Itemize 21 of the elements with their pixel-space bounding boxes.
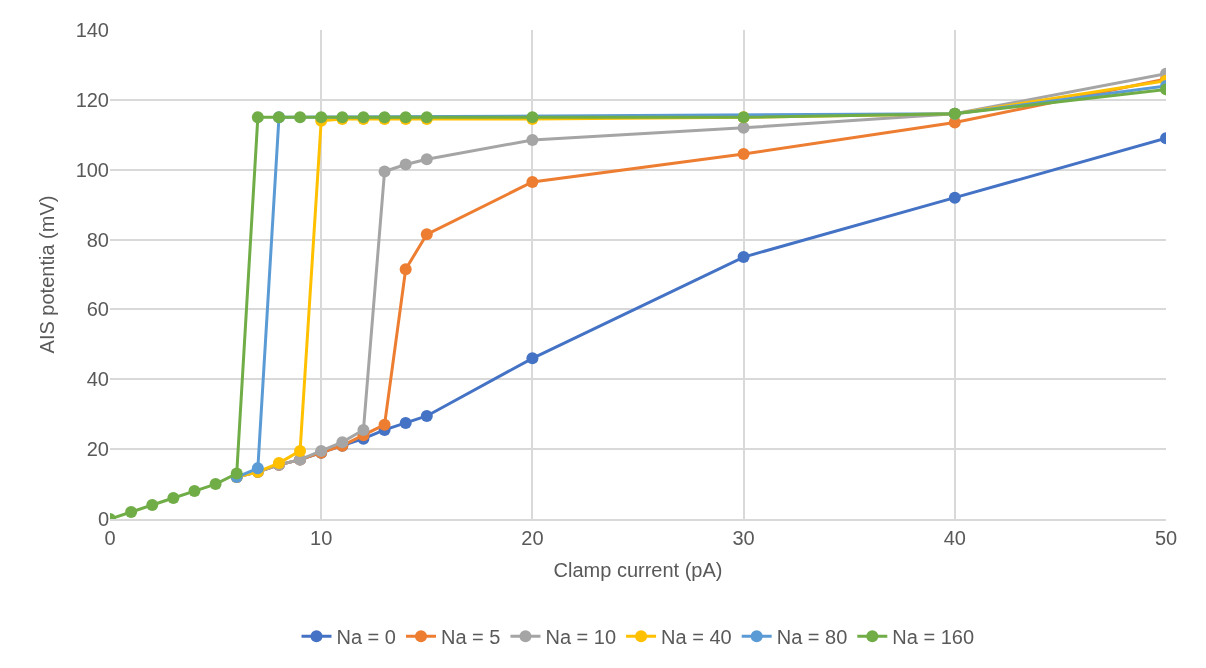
x-tick-label: 40: [943, 527, 966, 549]
y-tick-label: 80: [86, 228, 109, 251]
x-tick-label: 10: [310, 527, 333, 549]
x-tick-label: 20: [521, 527, 544, 549]
y-tick-label: 140: [75, 19, 109, 41]
y-tick-label: 60: [86, 298, 109, 321]
y-tick-label: 120: [75, 88, 109, 111]
legend-label: Na = 5: [440, 626, 501, 649]
y-tick-label: 0: [97, 508, 109, 530]
legend-label: Na = 160: [892, 626, 975, 649]
y-tick-label: 40: [86, 368, 109, 391]
legend-label: Na = 40: [661, 626, 732, 649]
legend-label: Na = 10: [545, 626, 617, 649]
legend-label: Na = 0: [336, 626, 396, 649]
y-tick-label: 100: [75, 158, 109, 181]
y-tick-label: 20: [86, 438, 109, 461]
x-tick-label: 50: [1154, 527, 1178, 549]
x-tick-label: 30: [732, 527, 755, 549]
legend-label: Na = 80: [776, 626, 848, 649]
x-axis-title: Clamp current (pA): [553, 559, 723, 581]
y-axis-title: AIS potentia (mV): [36, 195, 59, 354]
